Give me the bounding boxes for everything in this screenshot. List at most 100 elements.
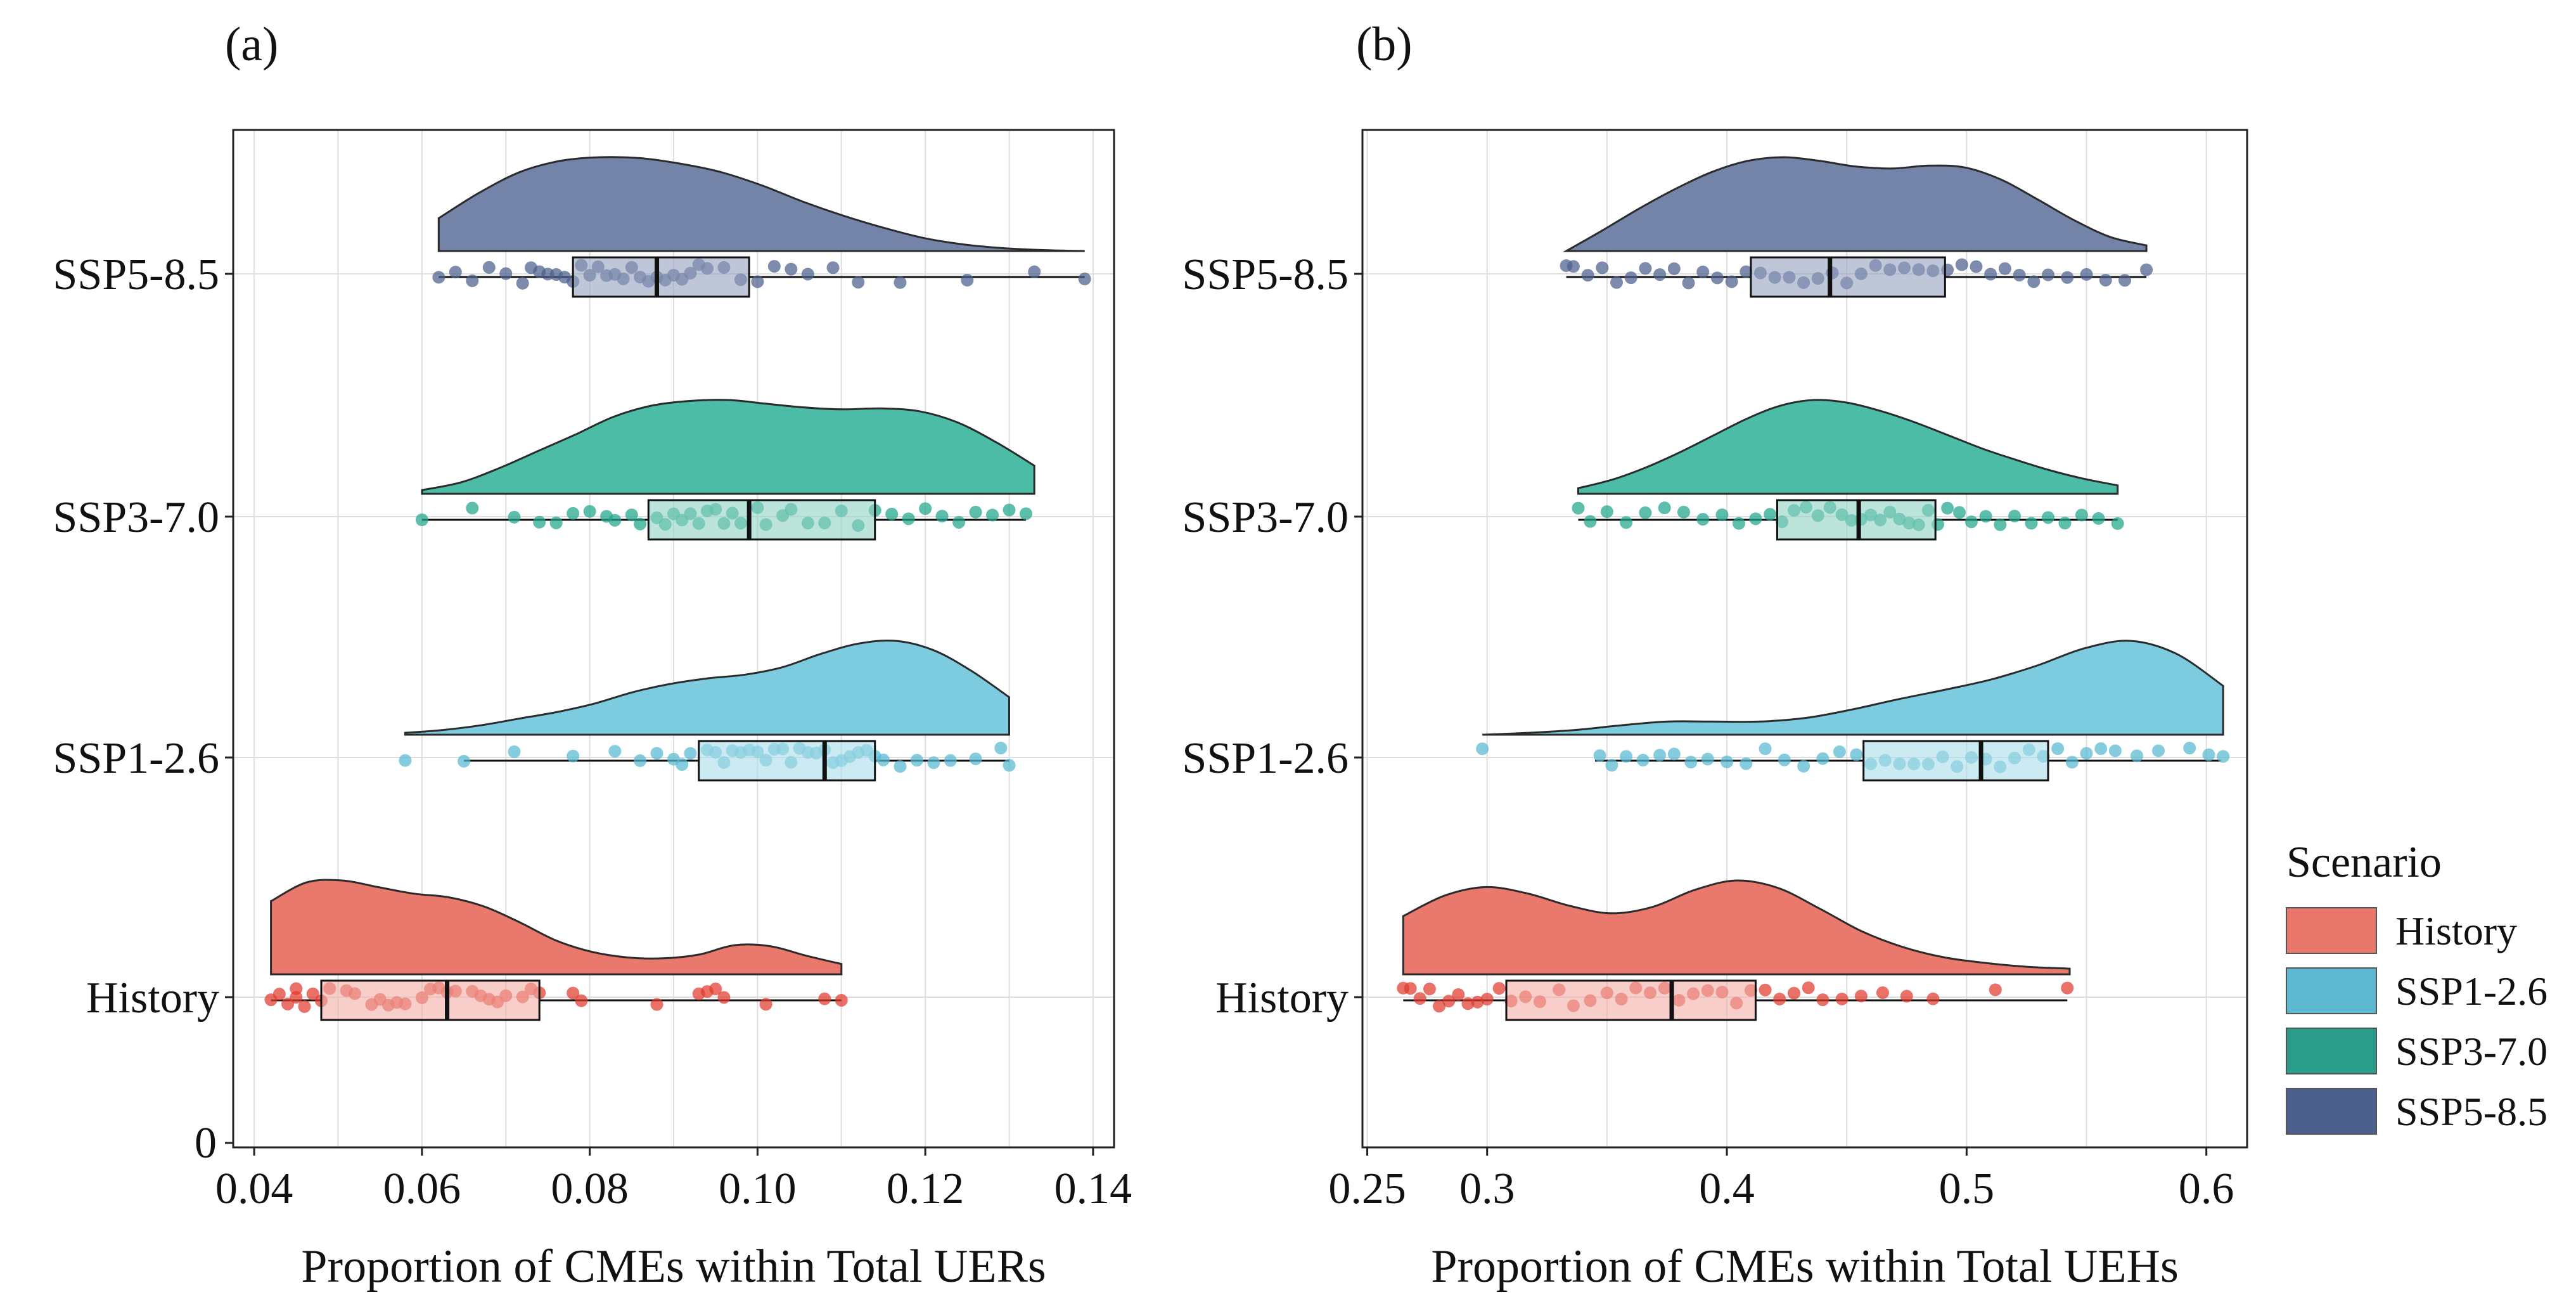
panel-b-tag: (b) (1356, 18, 1413, 71)
panel-b-density-history (1402, 879, 2071, 976)
panel-b-point-history-7 (1461, 997, 1475, 1010)
panel-a-point-history-35 (717, 991, 731, 1004)
panel-b-point-ssp3-7-0-5 (1658, 501, 1671, 515)
panel-a-point-ssp3-7-0-8 (608, 513, 622, 527)
panel-a-point-ssp1-2-6-5 (634, 754, 647, 767)
legend-label-ssp1-2-6: SSP1-2.6 (2395, 969, 2547, 1014)
panel-a-density-ssp3-7-0 (421, 399, 1035, 495)
panel-b-x-tick-label-0-25: 0.25 (1328, 1164, 1406, 1213)
panel-b-point-history-32 (1816, 993, 1829, 1007)
panel-a-point-history-1 (272, 988, 286, 1001)
panel-a-point-ssp3-7-0-0 (415, 513, 428, 526)
panel-a-point-ssp1-2-6-38 (1003, 759, 1016, 772)
panel-b-point-ssp5-8-5-9 (1682, 276, 1695, 290)
panel-b-point-ssp5-8-5-36 (2080, 268, 2093, 281)
panel-b-point-ssp1-2-6-2 (1605, 759, 1618, 772)
panel-b-point-ssp3-7-0-34 (2025, 517, 2038, 530)
panel-a-marks (264, 156, 1091, 1021)
panel-a-density-ssp1-2-6 (404, 639, 1010, 736)
panel-b-point-ssp5-8-5-8 (1667, 262, 1681, 275)
panel-b-x-tick-label-0-4: 0.4 (1699, 1164, 1755, 1213)
panel-a-point-ssp3-7-0-2 (508, 510, 521, 524)
panel-b-point-ssp3-7-0-0 (1572, 501, 1585, 515)
panel-b-point-history-35 (1876, 986, 1889, 999)
panel-a-point-ssp5-8-5-4 (499, 267, 513, 280)
panel-a-point-history-36 (759, 998, 772, 1011)
panel-b-point-ssp3-7-0-2 (1600, 505, 1613, 519)
panel-a-y-axis: 0 History SSP1-2.6 SSP3-7.0 SSP5-8.5 (53, 250, 233, 1168)
panel-b-point-ssp3-7-0-39 (2111, 517, 2124, 530)
panel-a-y-tick-label-ssp3-7-0: SSP3-7.0 (53, 493, 219, 542)
panel-a-point-ssp3-7-0-37 (986, 508, 999, 522)
legend-label-ssp5-8-5: SSP5-8.5 (2395, 1089, 2547, 1134)
panel-a-point-history-29 (567, 986, 580, 1000)
legend-label-history: History (2395, 908, 2517, 953)
panel-b-x-tick-label-0-6: 0.6 (2179, 1164, 2234, 1213)
panel-b-point-ssp5-8-5-5 (1624, 271, 1637, 285)
panel-b-point-ssp5-8-5-35 (2061, 271, 2074, 284)
panel-a-point-ssp3-7-0-39 (1020, 507, 1032, 520)
panel-b-point-history-3 (1423, 983, 1436, 996)
panel-b-point-ssp3-7-0-30 (1964, 515, 1978, 529)
panel-b-point-history-4 (1433, 1000, 1446, 1013)
panel-a-density-ssp5-8-5 (437, 156, 1085, 252)
panel-b-point-history-10 (1492, 982, 1506, 995)
panel-b-point-ssp5-8-5-30 (1984, 268, 1997, 281)
panel-b-point-ssp5-8-5-33 (2027, 275, 2041, 288)
panel-b-point-ssp5-8-5-13 (1740, 265, 1753, 278)
panel-a-point-ssp5-8-5-1 (449, 266, 462, 279)
panel-a-point-history-5 (298, 1000, 311, 1013)
panel-a-x-tick-label-0-08: 0.08 (551, 1164, 629, 1213)
panel-a-point-ssp5-8-5-33 (801, 268, 814, 281)
panel-b-point-ssp5-8-5-4 (1610, 276, 1624, 289)
legend-label-ssp3-7-0: SSP3-7.0 (2395, 1029, 2547, 1074)
panel-b-point-ssp3-7-0-33 (2008, 510, 2022, 523)
panel-b-point-ssp1-2-6-13 (1797, 759, 1810, 773)
panel-a-point-ssp1-2-6-32 (894, 760, 907, 773)
panel-a-y-tick-label-history: History (86, 974, 219, 1022)
panel-b-box-ssp5-8-5 (1750, 256, 1946, 298)
panel-a-point-ssp3-7-0-31 (885, 507, 899, 520)
panel-b-point-history-8 (1471, 995, 1484, 1009)
panel-a-density-history (270, 879, 843, 976)
panel-a-point-ssp1-2-6-35 (944, 754, 957, 767)
panel-a-point-ssp3-7-0-3 (533, 515, 546, 529)
panel-b: (b) 0.25 0.3 0.4 0.5 0.6 History SSP1-2.6 SSP3… (1182, 18, 2248, 1293)
panel-a-box-ssp5-8-5 (572, 256, 750, 298)
panel-a-x-tick-label-0-12: 0.12 (887, 1164, 964, 1213)
panel-a-x-axis: 0.04 0.06 0.08 0.10 0.12 0.14 (215, 1147, 1132, 1213)
panel-b-point-history-9 (1480, 993, 1494, 1006)
panel-b-point-ssp1-2-6-33 (2094, 742, 2108, 756)
panel-b-point-ssp1-2-6-39 (2217, 750, 2230, 763)
panel-b-point-ssp5-8-5-6 (1639, 262, 1652, 275)
panel-b-point-ssp1-2-6-0 (1476, 742, 1489, 756)
panel-b-point-history-37 (1926, 992, 1940, 1005)
panel-b-point-ssp1-2-6-3 (1620, 750, 1633, 763)
panel-b-point-ssp1-2-6-16 (1850, 748, 1863, 761)
panel-b-point-history-34 (1854, 990, 1868, 1003)
panel-b-point-history-2 (1413, 992, 1426, 1005)
panel-a-tag: (a) (225, 18, 278, 71)
panel-b-point-ssp3-7-0-36 (2058, 517, 2072, 530)
panel-a-point-ssp3-7-0-35 (952, 515, 966, 529)
panel-b-point-ssp1-2-6-31 (2065, 756, 2079, 769)
panel-b-point-ssp1-2-6-14 (1816, 752, 1829, 765)
panel-b-point-ssp3-7-0-31 (1979, 510, 1992, 523)
panel-b-point-ssp1-2-6-11 (1759, 742, 1772, 756)
panel-a-point-history-31 (650, 998, 663, 1011)
panel-b-point-ssp1-2-6-37 (2183, 742, 2196, 755)
panel-a: (a) 0.04 0.06 0.08 0.10 0.12 0.14 0 History SS… (53, 18, 1132, 1293)
panel-b-point-ssp1-2-6-6 (1667, 747, 1681, 761)
panel-b-point-ssp1-2-6-36 (2152, 744, 2165, 758)
panel-a-y-tick-label-ssp5-8-5: SSP5-8.5 (53, 250, 219, 299)
panel-a-point-ssp5-8-5-38 (1028, 265, 1041, 278)
panel-a-x-tick-label-0-06: 0.06 (383, 1164, 461, 1213)
panel-b-y-tick-label-ssp5-8-5: SSP5-8.5 (1182, 250, 1349, 299)
panel-a-y-zero-label: 0 (195, 1119, 217, 1168)
panel-b-point-ssp3-7-0-35 (2041, 511, 2054, 524)
panel-a-point-ssp1-2-6-36 (969, 752, 982, 766)
panel-a-point-ssp3-7-0-1 (466, 501, 479, 515)
panel-a-point-history-37 (818, 992, 831, 1005)
panel-a-point-ssp3-7-0-33 (919, 502, 932, 515)
panel-b-point-ssp1-2-6-10 (1740, 757, 1753, 770)
